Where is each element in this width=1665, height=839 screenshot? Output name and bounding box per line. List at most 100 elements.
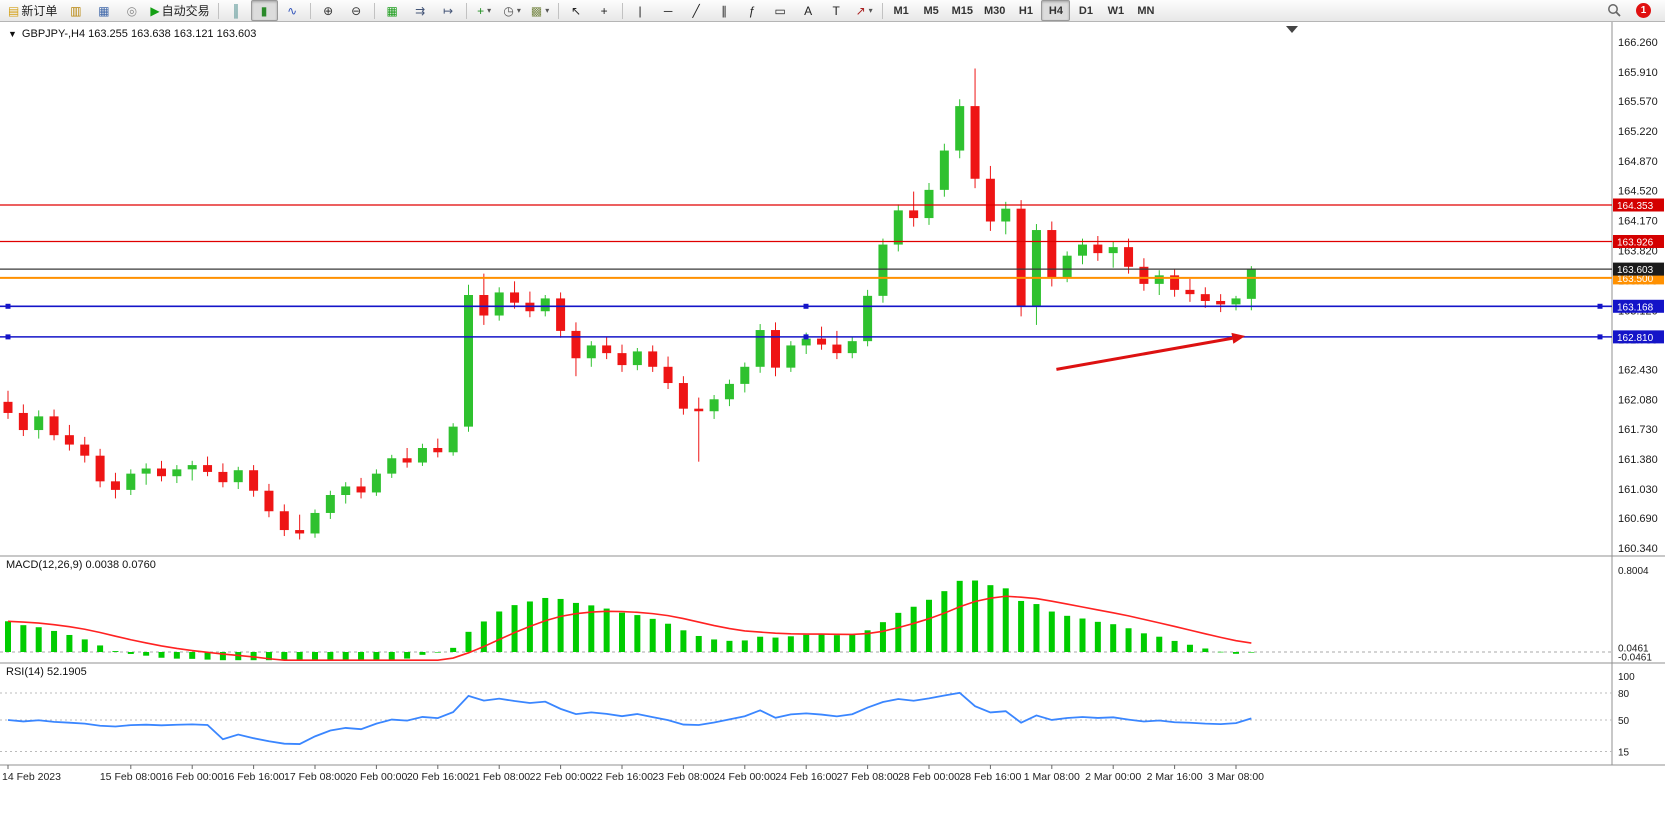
timeframe-m30-button[interactable]: M30 [984, 4, 1006, 17]
new-order-button[interactable]: ▤ 新订单 [4, 0, 61, 21]
zoom-out-icon: ⊖ [351, 3, 362, 18]
templates-button[interactable]: ▩ ▾ [527, 0, 554, 21]
rsi-panel[interactable]: 100 80 50 15 [0, 672, 1635, 759]
toolbar-separator [881, 2, 883, 19]
timeframe-mn-button[interactable]: MN [1137, 4, 1155, 17]
macd-panel[interactable]: 0.8004 0.0461-0.0461 [0, 566, 1652, 664]
chart-header: ▼ GBPJPY-,H4 163.255 163.638 163.121 163… [8, 28, 256, 40]
svg-text:100: 100 [1618, 672, 1635, 683]
templates-icon: ▩ [530, 3, 543, 18]
horizontal-line-163.168[interactable]: 163.168 [0, 299, 1664, 314]
dropdown-arrow-icon[interactable]: ▾ [487, 6, 492, 15]
zoom-out-button[interactable]: ⊖ [343, 0, 370, 21]
toolbar-separator [557, 2, 559, 19]
line-chart-button[interactable]: ∿ [279, 0, 306, 21]
market-watch-icon: ▥ [70, 3, 82, 18]
price-tag [1613, 234, 1664, 248]
toolbar-separator [621, 2, 623, 19]
fibonacci-icon: ƒ [748, 3, 756, 18]
chart-background [0, 22, 1665, 839]
horizontal-line-163.926[interactable]: 163.926 [0, 234, 1664, 249]
toolbar-separator [309, 2, 311, 19]
arrows-icon: ↗ [855, 3, 866, 18]
horizontal-line-164.353[interactable]: 164.353 [0, 198, 1664, 212]
navigator-button[interactable]: ◎ [118, 0, 145, 21]
channel-icon: ∥ [721, 3, 728, 18]
one-click-trading-toggle[interactable]: ▼ [8, 28, 17, 39]
timeframe-m15-button[interactable]: M15 [951, 4, 974, 17]
crosshair-button[interactable]: + [591, 0, 618, 21]
timeframe-m5-button[interactable]: M5 [923, 4, 939, 17]
svg-text:164.520: 164.520 [1618, 186, 1658, 198]
notification-badge[interactable]: 1 [1636, 3, 1651, 18]
shapes-button[interactable]: ▭ [767, 0, 794, 21]
trend-arrow-annotation[interactable] [1056, 332, 1246, 371]
channel-button[interactable]: ∥ [711, 0, 738, 21]
timeframe-h4-button[interactable]: H4 [1041, 0, 1071, 21]
dropdown-arrow-icon[interactable]: ▾ [516, 6, 521, 15]
time-axis[interactable]: 14 Feb 2023 15 Feb 08:00 16 Feb 00:00 16 Fe… [2, 765, 1264, 783]
search-button[interactable] [1601, 0, 1628, 21]
toolbar-separator [217, 2, 219, 19]
candlestick-chart-button[interactable]: ▮ [250, 0, 278, 21]
line-chart-icon: ∿ [287, 3, 298, 18]
add-indicator-icon: + [477, 3, 485, 18]
zoom-in-button[interactable]: ⊕ [315, 0, 342, 21]
auto-scroll-icon: ⇉ [415, 3, 426, 18]
new-order-button-label: 新订单 [21, 4, 58, 18]
svg-text:20 Feb 00:00: 20 Feb 00:00 [345, 771, 407, 783]
chart-canvas[interactable]: 166.260 165.910 165.570 165.220 164.870 164.5… [0, 22, 1665, 839]
chart-title-text: GBPJPY-,H4 163.255 163.638 163.121 163.6… [21, 28, 257, 40]
market-watch-button[interactable]: ▥ [62, 0, 89, 21]
indicators-button[interactable]: ▦ [379, 0, 406, 21]
bid-price-line-163.603[interactable]: 163.603 [0, 262, 1664, 277]
fibonacci-button[interactable]: ƒ [739, 0, 766, 21]
timeframe-h1-button[interactable]: H1 [1018, 4, 1033, 17]
svg-text:-0.0461: -0.0461 [1618, 653, 1652, 664]
svg-text:2 Mar 00:00: 2 Mar 00:00 [1085, 771, 1141, 783]
bar-chart-button[interactable]: ║ [223, 0, 250, 21]
auto-trading-button[interactable]: ▶ 自动交易 [146, 0, 213, 21]
label-icon: T [832, 3, 840, 18]
svg-text:24 Feb 00:00: 24 Feb 00:00 [714, 771, 776, 783]
toolbar-separator [465, 2, 467, 19]
periods-button[interactable]: ◷ ▾ [499, 0, 526, 21]
search-icon [1608, 4, 1621, 17]
svg-text:28 Feb 00:00: 28 Feb 00:00 [898, 771, 960, 783]
dropdown-arrow-icon[interactable]: ▾ [545, 6, 550, 15]
svg-text:27 Feb 08:00: 27 Feb 08:00 [837, 771, 899, 783]
svg-text:161.730: 161.730 [1618, 424, 1658, 436]
horizontal-line-button[interactable]: ─ [655, 0, 682, 21]
svg-text:161.380: 161.380 [1618, 454, 1658, 466]
timeframe-w1-button[interactable]: W1 [1107, 4, 1125, 17]
rsi-indicator-label: RSI(14) 52.1905 [6, 666, 87, 678]
trendline-icon: ╱ [692, 3, 700, 18]
svg-text:166.260: 166.260 [1618, 37, 1658, 49]
add-indicator-button[interactable]: + ▾ [471, 0, 498, 21]
price-tag [1613, 198, 1664, 212]
cursor-button[interactable]: ↖ [563, 0, 590, 21]
label-button[interactable]: T [823, 0, 850, 21]
svg-text:162.430: 162.430 [1618, 364, 1658, 376]
svg-text:163.603: 163.603 [1617, 265, 1654, 276]
trendline-button[interactable]: ╱ [683, 0, 710, 21]
timeframe-d1-button[interactable]: D1 [1078, 4, 1093, 17]
candlestick-chart-icon: ▮ [260, 3, 268, 18]
svg-text:164.170: 164.170 [1618, 216, 1658, 228]
axes-layer [0, 22, 1665, 766]
dropdown-arrow-icon[interactable]: ▾ [868, 6, 873, 15]
svg-text:3 Mar 08:00: 3 Mar 08:00 [1208, 771, 1264, 783]
svg-text:0.8004: 0.8004 [1618, 566, 1649, 577]
vertical-line-button[interactable]: | [627, 0, 654, 21]
data-window-button[interactable]: ▦ [90, 0, 117, 21]
arrows-button[interactable]: ↗ ▾ [851, 0, 878, 21]
horizontal-line-162.810[interactable]: 162.810 [0, 330, 1664, 344]
price-tag [1613, 299, 1664, 313]
bar-chart-icon: ║ [231, 3, 241, 18]
svg-text:50: 50 [1618, 716, 1630, 727]
chart-shift-marker[interactable] [1286, 26, 1298, 33]
auto-scroll-button[interactable]: ⇉ [407, 0, 434, 21]
text-button[interactable]: A [795, 0, 822, 21]
chart-shift-button[interactable]: ↦ [435, 0, 462, 21]
timeframe-m1-button[interactable]: M1 [893, 4, 909, 17]
